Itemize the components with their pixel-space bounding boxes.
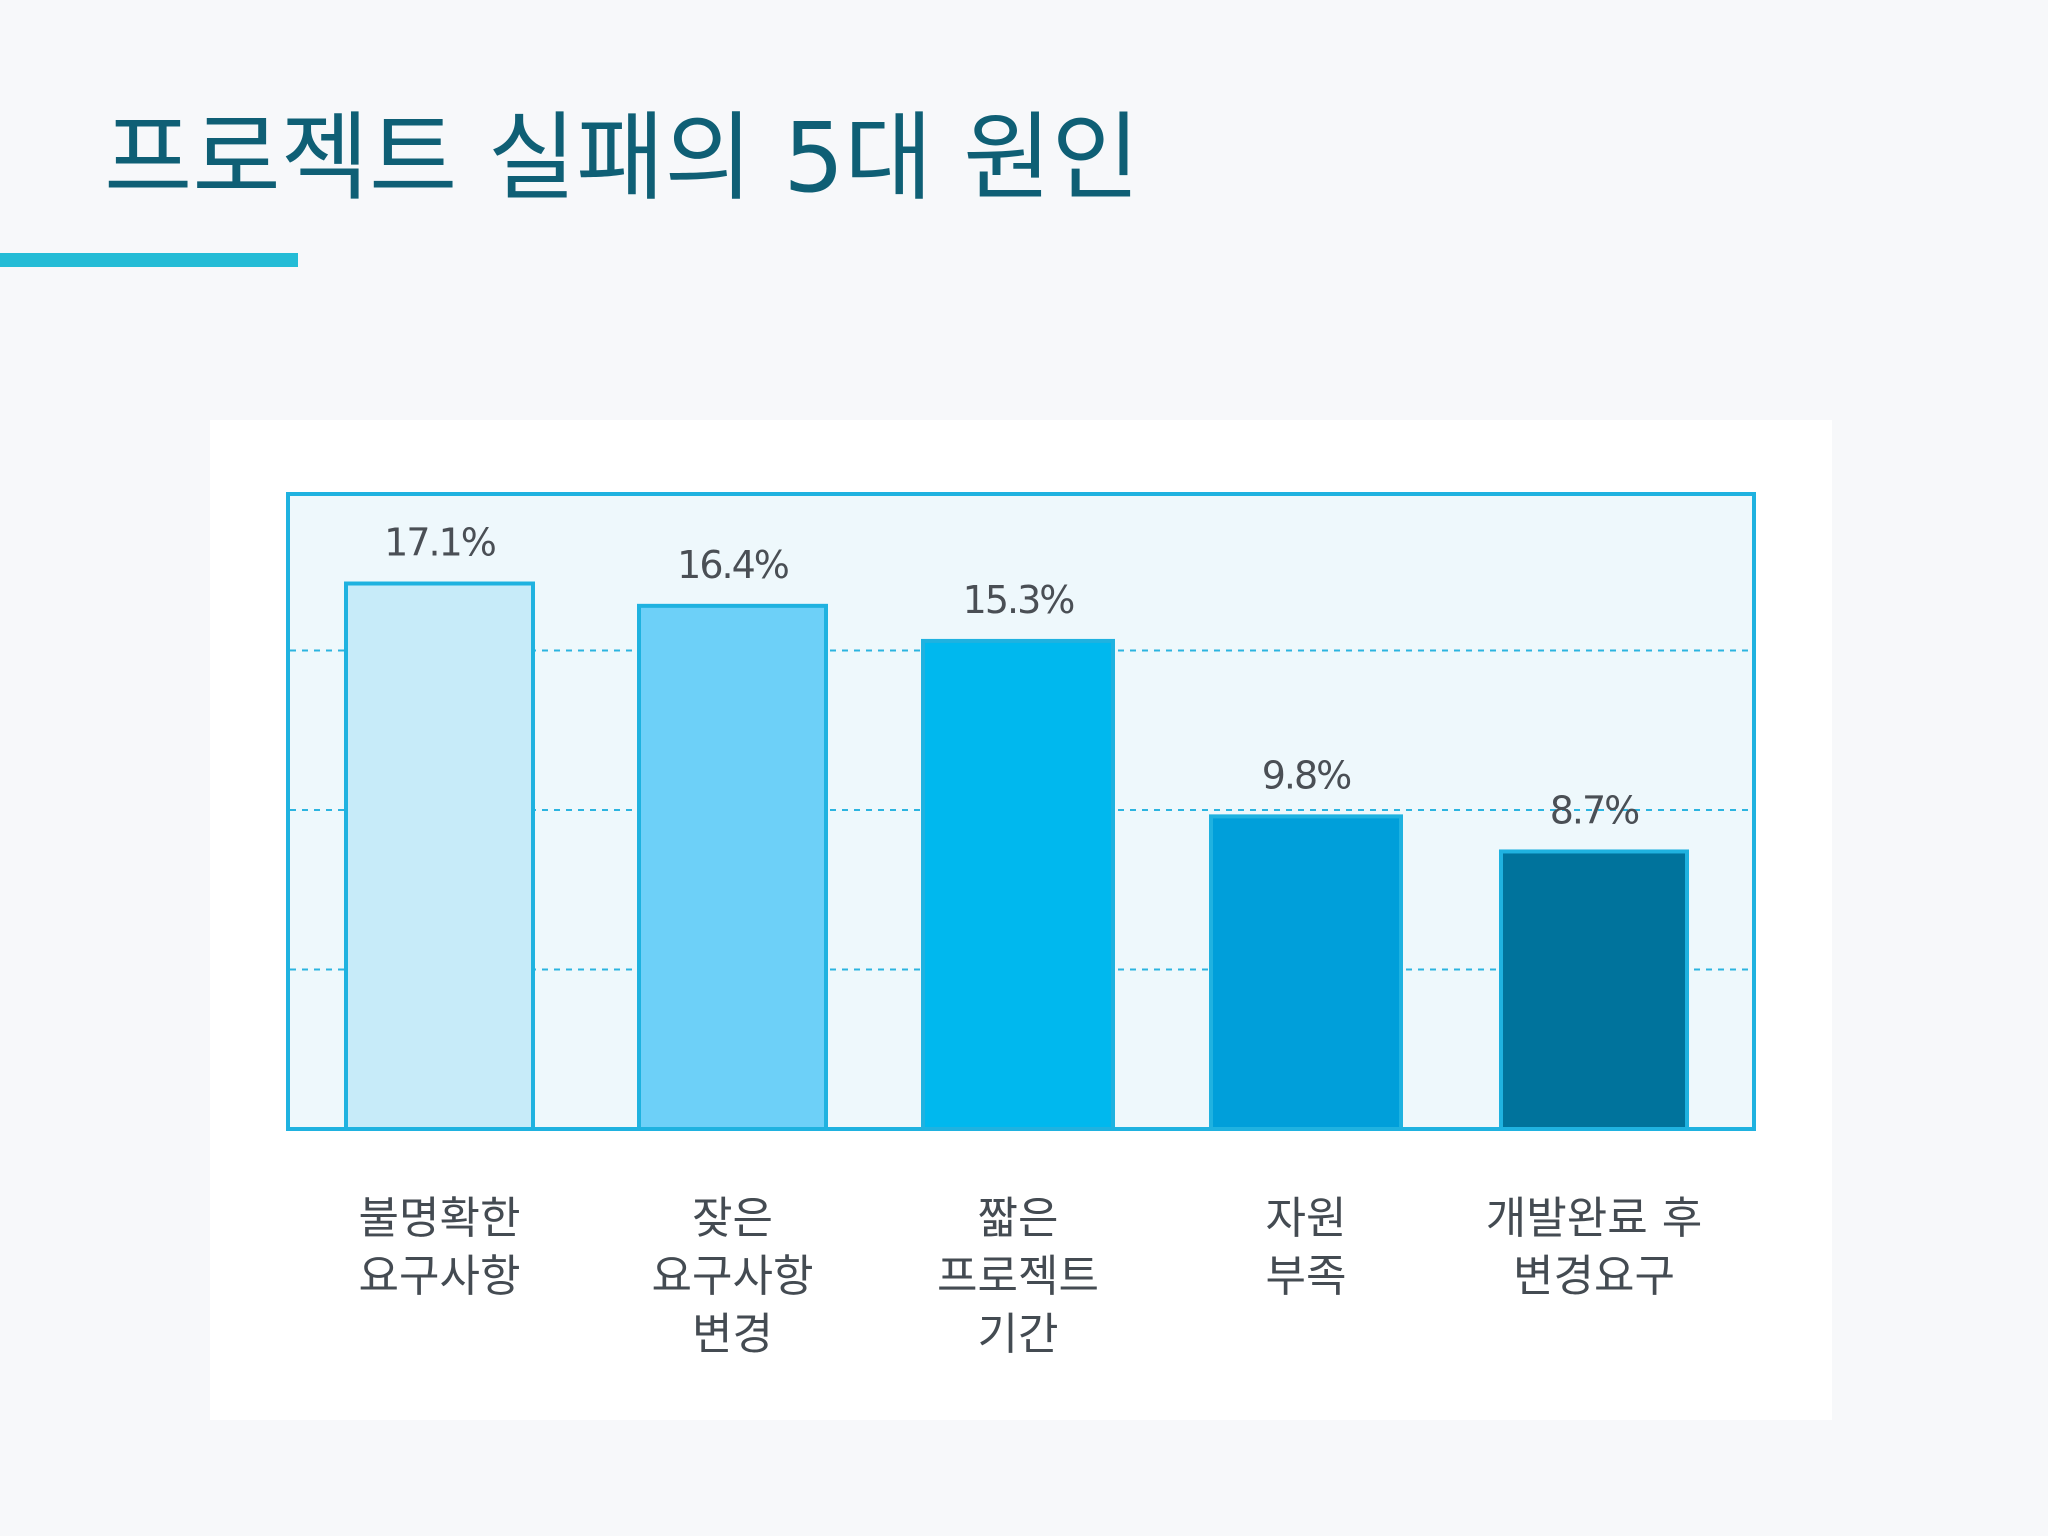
category-label-line: 프로젝트: [937, 1251, 1099, 1302]
bar-chart: 17.1% 16.4% 15.3% 9.8% 8.7%: [286, 492, 1756, 1131]
value-label: 15.3%: [963, 578, 1075, 622]
category-label-line: 기간: [977, 1309, 1059, 1360]
bar-2: [637, 603, 828, 1131]
value-label: 17.1%: [384, 521, 496, 565]
bar-3: [921, 638, 1115, 1131]
slide-title: 프로젝트 실패의 5대 원인: [104, 102, 1140, 214]
bar-1: [344, 581, 535, 1131]
bar-5: [1499, 849, 1689, 1131]
category-label-line: 변경: [692, 1309, 773, 1360]
value-label: 9.8%: [1262, 753, 1351, 797]
category-label-line: 개발완료 후: [1485, 1193, 1703, 1244]
category-label-line: 짧은: [977, 1193, 1059, 1244]
category-label-line: 불명확한: [358, 1193, 521, 1244]
category-label-line: 변경요구: [1513, 1251, 1675, 1302]
title-underline: [0, 253, 298, 267]
value-label: 8.7%: [1550, 788, 1639, 832]
chart-card: 17.1% 16.4% 15.3% 9.8% 8.7% 불명확한 요구사항 잦은 요구사항 변경…: [210, 420, 1832, 1420]
category-label-line: 요구사항: [358, 1251, 521, 1302]
bar-4: [1209, 814, 1403, 1131]
category-label-line: 부족: [1265, 1251, 1347, 1302]
value-label: 16.4%: [677, 543, 789, 587]
category-label-line: 요구사항: [651, 1251, 814, 1302]
category-label-line: 잦은: [692, 1193, 773, 1244]
category-label-line: 자원: [1265, 1193, 1347, 1244]
